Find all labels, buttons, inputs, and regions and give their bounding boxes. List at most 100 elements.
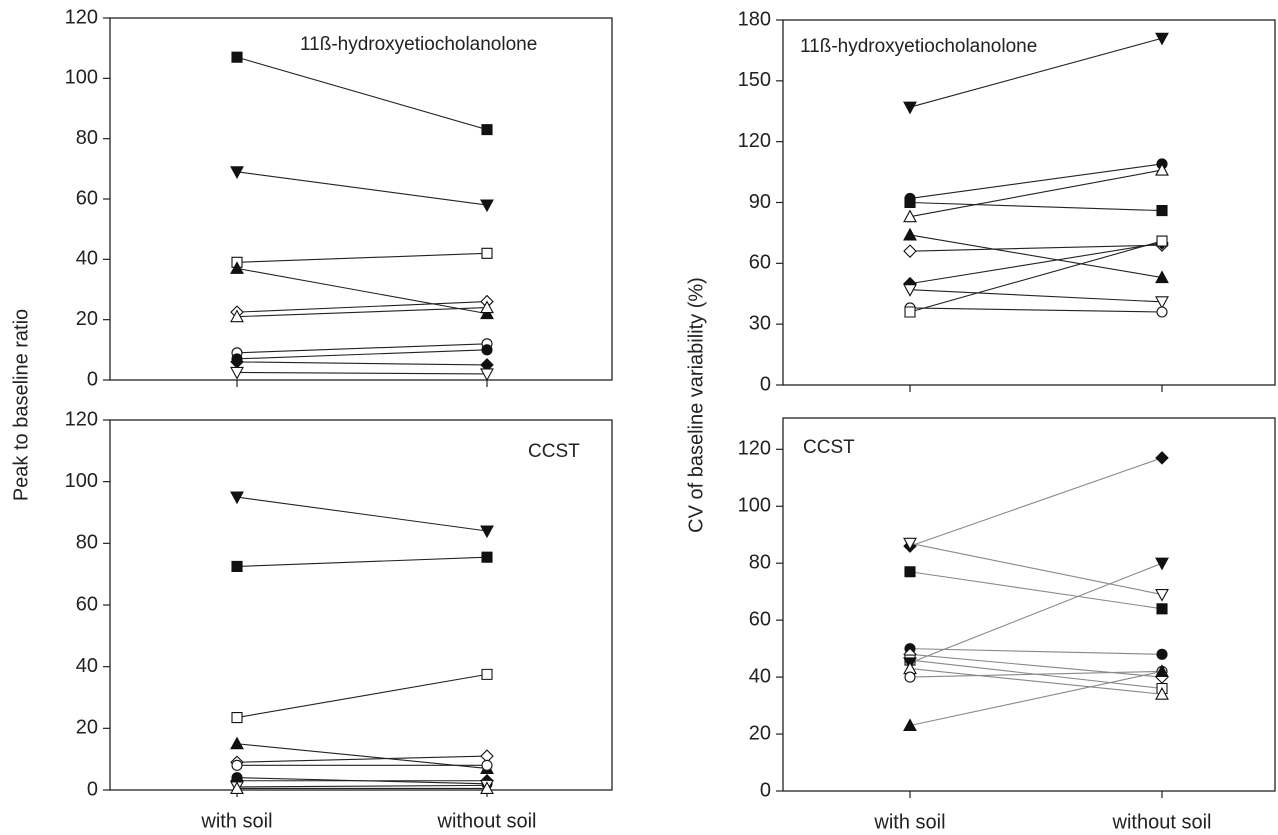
y-tick-label: 100	[65, 67, 98, 89]
series-line	[236, 784, 488, 788]
marker	[1155, 557, 1169, 571]
marker	[904, 566, 916, 578]
series-line	[236, 267, 488, 315]
marker	[231, 759, 243, 771]
series	[231, 759, 493, 771]
series	[904, 158, 1168, 204]
panel-title: 11ß-hydroxyetiocholanolone	[800, 36, 1037, 57]
series-line	[909, 670, 1163, 727]
panel: 0 20 40 60 80 100 120 with soil without soil CCST	[738, 417, 1276, 833]
marker	[1155, 664, 1169, 677]
series	[904, 235, 1168, 318]
marker	[481, 344, 493, 356]
marker	[481, 668, 493, 680]
series-line	[909, 457, 1163, 547]
series-line	[909, 240, 1163, 313]
marker	[480, 199, 494, 213]
series	[903, 162, 1169, 223]
series	[231, 51, 493, 136]
series-line	[236, 301, 488, 313]
series	[230, 773, 494, 788]
marker	[480, 368, 494, 382]
marker	[480, 781, 494, 795]
marker	[480, 525, 494, 539]
marker	[1155, 32, 1169, 46]
plot-frame	[782, 417, 1276, 792]
marker	[481, 759, 493, 771]
y-tick-label: 40	[749, 665, 771, 687]
series-line	[909, 242, 1163, 285]
marker	[231, 711, 243, 724]
marker	[1156, 603, 1168, 615]
series	[231, 247, 493, 268]
series-line	[909, 653, 1163, 678]
y-tick-label: 20	[76, 308, 98, 330]
y-tick-label: 60	[749, 252, 771, 274]
marker	[1156, 306, 1168, 318]
y-tick-label: 0	[760, 373, 771, 395]
y-tick-label: 80	[76, 532, 98, 554]
y-tick-label: 120	[65, 6, 98, 28]
y-tick-label: 100	[65, 470, 98, 492]
series-line	[236, 743, 488, 769]
marker	[230, 366, 244, 380]
series-line	[236, 56, 488, 131]
panel-title: 11ß-hydroxyetiocholanolone	[300, 34, 537, 55]
series	[230, 779, 494, 795]
marker	[903, 101, 917, 115]
x-tick-label: with soil	[200, 810, 272, 832]
x-tick-label: without soil	[1112, 811, 1212, 833]
marker	[481, 247, 493, 259]
y-tick-label: 40	[76, 248, 98, 270]
series	[903, 236, 1169, 291]
series-line	[236, 171, 488, 206]
series	[904, 302, 1168, 318]
series-line	[909, 201, 1163, 212]
marker	[1155, 451, 1169, 465]
marker	[1155, 296, 1169, 310]
y-tick-label: 150	[738, 69, 771, 91]
series-line	[909, 571, 1163, 610]
series-line	[236, 307, 488, 318]
series	[231, 551, 493, 573]
series	[904, 566, 1168, 615]
y-tick-label: 120	[65, 408, 98, 430]
y-tick-label: 120	[738, 130, 771, 152]
series	[230, 366, 494, 382]
series	[230, 294, 494, 319]
y-tick-label: 100	[738, 495, 771, 517]
panel: 0 20 40 60 80 100 120 with soil without soil CCST	[65, 408, 613, 832]
series	[904, 196, 1168, 217]
series	[903, 451, 1169, 553]
x-tick-label: without soil	[437, 810, 537, 832]
y-tick-label: 80	[749, 551, 771, 573]
marker	[230, 261, 244, 274]
plot-frame	[109, 419, 613, 791]
marker	[1156, 235, 1168, 247]
series	[230, 736, 494, 774]
series-line	[236, 496, 488, 532]
series-line	[909, 244, 1163, 252]
x-tick-label: with soil	[873, 811, 945, 833]
y-tick-label: 0	[87, 368, 98, 390]
marker	[903, 284, 917, 297]
series	[231, 344, 493, 365]
series	[230, 781, 494, 795]
series-line	[236, 755, 488, 763]
series-line	[909, 289, 1163, 303]
y-tick-label: 40	[76, 655, 98, 677]
series-line	[909, 562, 1163, 664]
series-line	[909, 542, 1163, 596]
series-line	[909, 37, 1163, 108]
series	[231, 668, 493, 724]
series-line	[236, 371, 488, 375]
series	[903, 557, 1169, 671]
panel-title: CCST	[528, 441, 580, 462]
series-line	[909, 668, 1163, 695]
series	[903, 661, 1169, 700]
series-line	[909, 234, 1163, 279]
series	[230, 166, 494, 213]
series-line	[909, 648, 1163, 655]
y-tick-label: 180	[738, 8, 771, 30]
y-tick-label: 60	[76, 187, 98, 209]
